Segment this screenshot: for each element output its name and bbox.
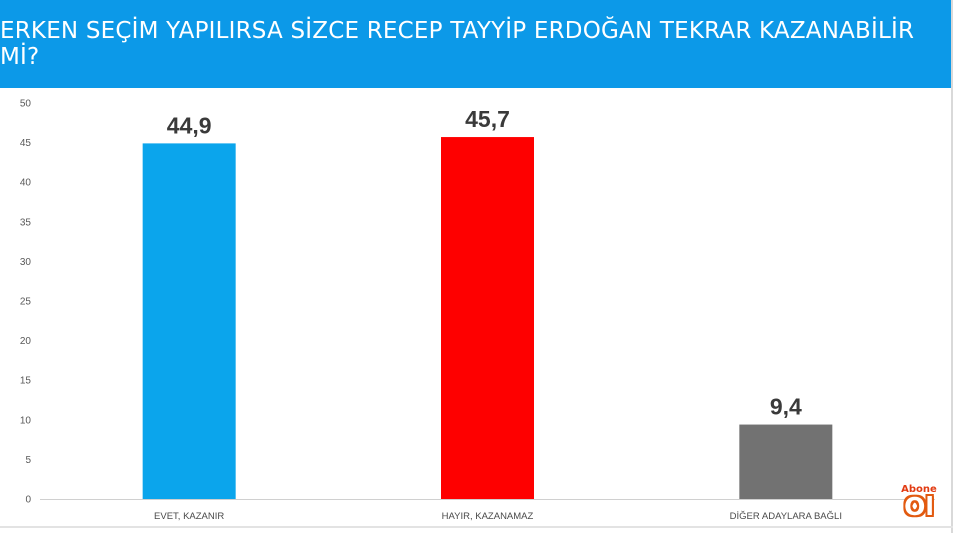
bars bbox=[142, 137, 833, 499]
subscribe-badge-top-text: Abone bbox=[901, 484, 937, 495]
subscribe-badge-main-text: Ol bbox=[904, 492, 934, 521]
value-label: 9,4 bbox=[770, 394, 802, 420]
value-labels: 44,9 45,7 9,4 bbox=[167, 106, 802, 419]
x-tick-label: EVET, KAZANIR bbox=[154, 511, 224, 522]
y-tick-label: 40 bbox=[20, 178, 32, 189]
bar bbox=[142, 143, 236, 499]
y-tick-label: 10 bbox=[20, 415, 32, 426]
y-tick-label: 35 bbox=[20, 217, 32, 228]
value-label: 44,9 bbox=[167, 112, 212, 138]
bar bbox=[739, 424, 833, 499]
y-tick-label: 50 bbox=[20, 99, 32, 110]
y-tick-label: 5 bbox=[25, 455, 31, 466]
title-banner: ERKEN SEÇİM YAPILIRSA SİZCE RECEP TAYYİP… bbox=[0, 0, 951, 88]
x-tick-label: DİĞER ADAYLARA BAĞLI bbox=[730, 511, 842, 522]
frame-edge-right bbox=[951, 0, 953, 533]
frame-edge-bottom bbox=[0, 526, 953, 528]
chart-title: ERKEN SEÇİM YAPILIRSA SİZCE RECEP TAYYİP… bbox=[0, 18, 915, 70]
value-label: 45,7 bbox=[465, 106, 510, 132]
y-tick-label: 30 bbox=[20, 257, 32, 268]
y-tick-label: 15 bbox=[20, 376, 32, 387]
y-tick-label: 25 bbox=[20, 297, 32, 308]
bar bbox=[441, 137, 534, 499]
x-axis: EVET, KAZANIR HAYIR, KAZANAMAZ DİĞER ADAYL… bbox=[154, 511, 842, 522]
bar-chart: 0 5 10 15 20 25 30 35 40 45 50 44,9 45,7 9,4 EVET, K… bbox=[20, 99, 935, 522]
y-axis: 0 5 10 15 20 25 30 35 40 45 50 bbox=[20, 99, 32, 506]
y-tick-label: 20 bbox=[20, 336, 32, 347]
y-tick-label: 45 bbox=[20, 138, 32, 149]
subscribe-badge[interactable]: Abone Ol bbox=[896, 484, 942, 522]
x-tick-label: HAYIR, KAZANAMAZ bbox=[442, 511, 534, 522]
y-tick-label: 0 bbox=[25, 495, 31, 506]
